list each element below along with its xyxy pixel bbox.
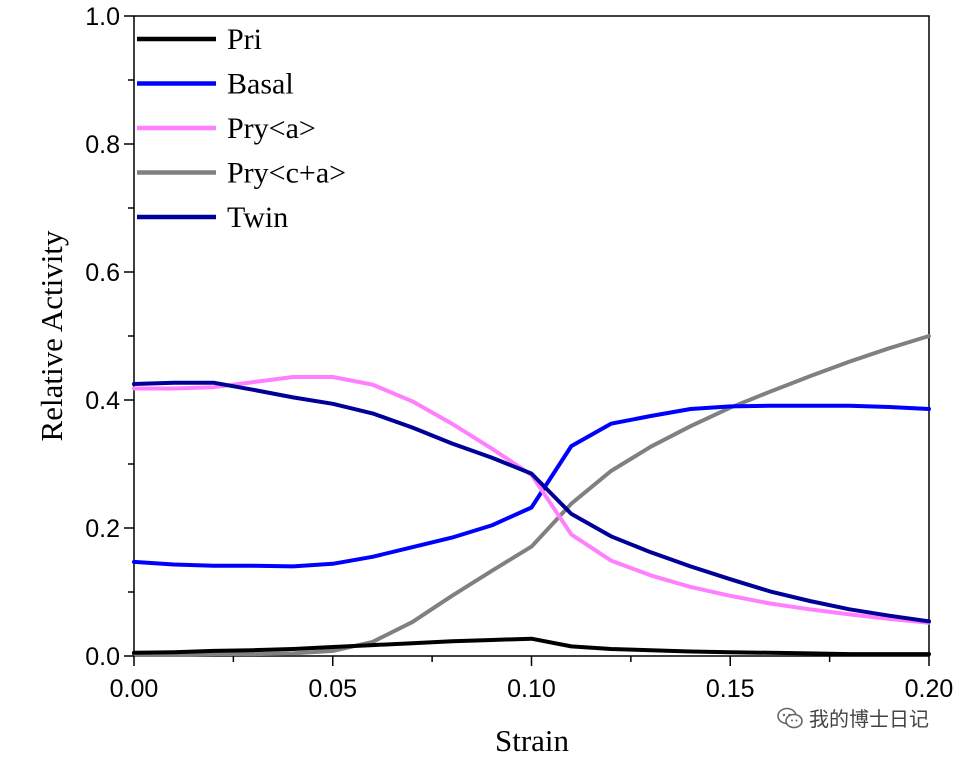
legend-label: Basal	[227, 68, 294, 101]
series-line-pry-a	[132, 375, 931, 625]
watermark: 我的博士日记	[777, 703, 929, 732]
x-tick-label: 0.00	[110, 675, 159, 703]
legend-label: Twin	[227, 201, 288, 234]
wechat-icon	[777, 707, 803, 728]
legend-label: Pry<c+a>	[227, 157, 346, 190]
axis-ticks: 0.00 0.05 0.10 0.15 0.20 0.0 0.2 0.4 0.6 0.8 1.0	[85, 3, 953, 703]
y-tick-label: 0.0	[85, 643, 120, 671]
series-line-twin	[132, 380, 931, 624]
series-line-basal	[132, 403, 931, 569]
watermark-text: 我的博士日记	[809, 707, 929, 731]
x-tick-label: 0.10	[507, 675, 556, 703]
x-axis-title: Strain	[495, 723, 570, 758]
y-tick-label: 0.8	[85, 131, 120, 159]
legend-label: Pri	[227, 23, 262, 56]
legend: Pri Basal Pry<a> Pry<c+a> Twin	[137, 23, 346, 234]
y-tick-label: 0.2	[85, 515, 120, 543]
x-tick-label: 0.05	[308, 675, 357, 703]
x-tick-label: 0.20	[905, 675, 954, 703]
series-line-pri	[132, 636, 931, 657]
y-tick-label: 1.0	[85, 3, 120, 31]
x-tick-label: 0.15	[706, 675, 755, 703]
series-line-pry-c-a	[132, 334, 931, 657]
legend-label: Pry<a>	[227, 112, 316, 145]
y-tick-label: 0.4	[85, 387, 120, 415]
series-group	[132, 334, 931, 657]
y-axis-title: Relative Activity	[34, 230, 69, 441]
y-tick-label: 0.6	[85, 259, 120, 287]
